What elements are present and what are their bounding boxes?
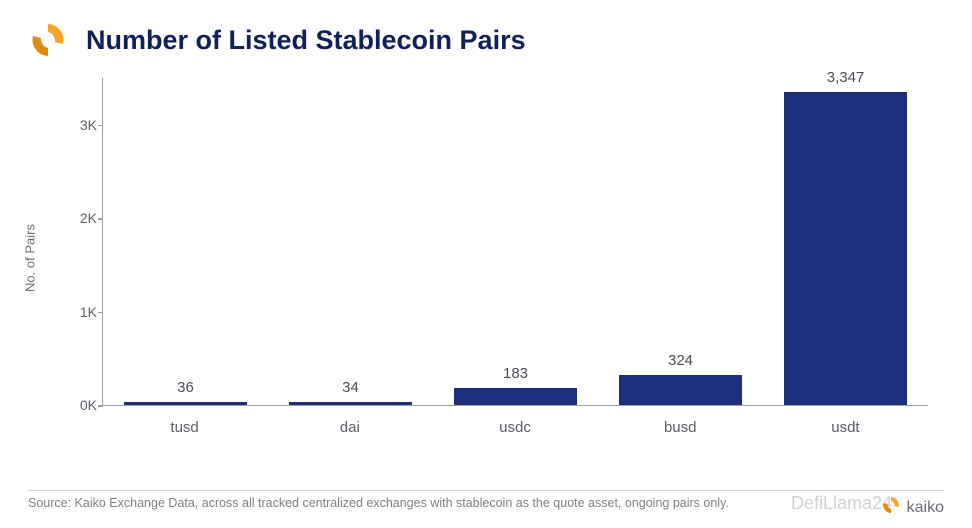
bar-value-label: 36 [177, 379, 194, 396]
bar: 324 [619, 375, 741, 405]
bars-container: 36 34 183 324 3,347 [103, 78, 928, 405]
footer-brand: kaiko [881, 495, 944, 520]
y-tick-label: 3K [57, 117, 97, 133]
x-tick-label: usdc [432, 419, 597, 436]
bar: 183 [454, 388, 576, 405]
bar-column: 36 [103, 78, 268, 405]
bar: 34 [289, 402, 411, 405]
y-tick-label: 2K [57, 210, 97, 226]
footer-brand-text: kaiko [907, 499, 944, 517]
bar-value-label: 34 [342, 379, 359, 396]
x-tick-label: tusd [102, 419, 267, 436]
x-tick-label: dai [267, 419, 432, 436]
chart-area: No. of Pairs 36341833243,347 0K1K2K3K tu… [38, 68, 938, 448]
chart-title: Number of Listed Stablecoin Pairs [86, 25, 526, 56]
chart-page: Number of Listed Stablecoin Pairs No. of… [0, 0, 972, 528]
bar: 36 [124, 402, 246, 405]
x-tick-label: busd [598, 419, 763, 436]
bar-column: 3,347 [763, 78, 928, 405]
bar-column: 324 [598, 78, 763, 405]
y-tick-label: 0K [57, 397, 97, 413]
y-axis-label: No. of Pairs [23, 224, 38, 292]
source-caption: Source: Kaiko Exchange Data, across all … [28, 495, 729, 512]
footer: Source: Kaiko Exchange Data, across all … [28, 490, 944, 520]
header: Number of Listed Stablecoin Pairs [28, 20, 944, 60]
bar-value-label: 3,347 [827, 69, 865, 86]
bar-column: 183 [433, 78, 598, 405]
x-tick-label: usdt [763, 419, 928, 436]
kaiko-logo-icon [28, 20, 68, 60]
bar: 3,347 [784, 92, 906, 405]
kaiko-logo-small-icon [881, 495, 901, 520]
plot-region: 36341833243,347 0K1K2K3K [102, 78, 928, 406]
bar-column: 34 [268, 78, 433, 405]
x-axis-labels: tusddaiusdcbusdusdt [102, 419, 928, 436]
bar-value-label: 324 [668, 352, 693, 369]
y-tick-label: 1K [57, 304, 97, 320]
bar-value-label: 183 [503, 365, 528, 382]
